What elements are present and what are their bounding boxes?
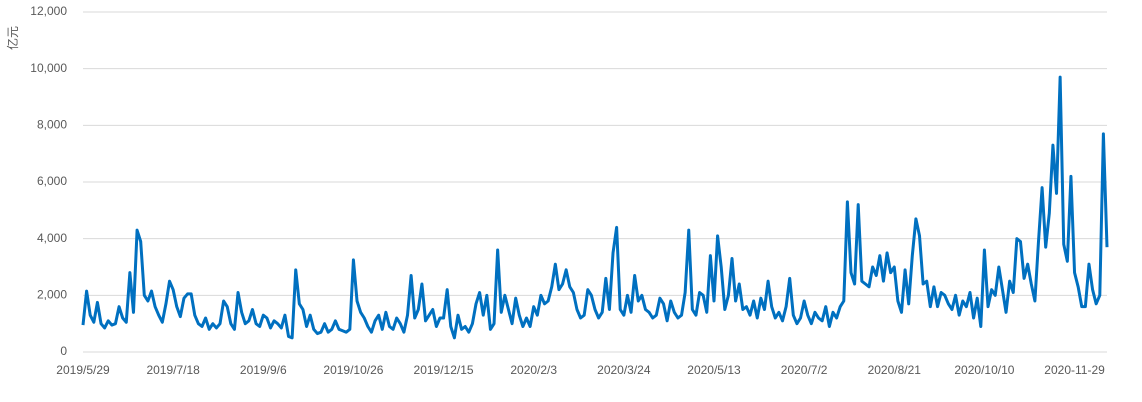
x-tick-label: 2020/2/3 [510,363,557,377]
y-axis-label: 亿元 [5,26,20,50]
y-tick-label: 4,000 [37,231,67,245]
x-tick-label: 2020/10/10 [954,363,1014,377]
x-tick-label: 2020/8/21 [868,363,922,377]
x-tick-label: 2019/10/26 [323,363,383,377]
x-tick-label: 2019/9/6 [240,363,287,377]
y-tick-label: 10,000 [30,61,67,75]
x-tick-label: 2020/3/24 [597,363,651,377]
y-tick-label: 0 [60,344,67,358]
x-tick-label: 2019/7/18 [146,363,200,377]
y-tick-label: 6,000 [37,174,67,188]
x-tick-label: 2020/7/2 [781,363,828,377]
y-tick-label: 12,000 [30,4,67,18]
data-line [81,75,1109,340]
x-tick-label: 2019/5/29 [56,363,110,377]
y-tick-label: 2,000 [37,288,67,302]
x-tick-label: 2020/5/13 [687,363,741,377]
y-tick-label: 8,000 [37,118,67,132]
x-tick-label: 2019/12/15 [414,363,474,377]
x-tick-label: 2020-11-29 [1044,363,1105,377]
